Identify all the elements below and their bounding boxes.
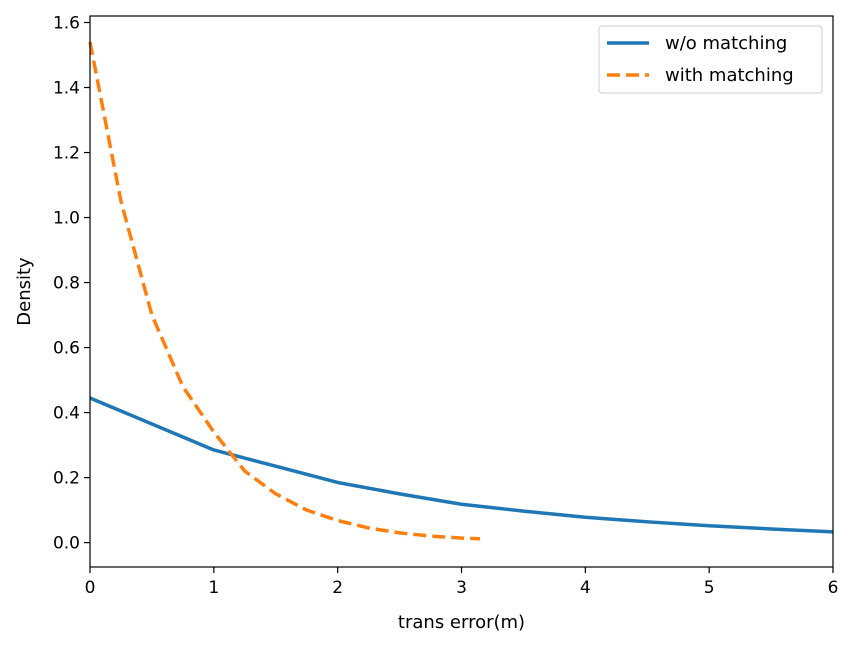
x-tick-label: 0 bbox=[85, 578, 96, 598]
x-tick-label: 5 bbox=[704, 578, 715, 598]
x-axis-label: trans error(m) bbox=[398, 612, 525, 633]
x-axis-ticks: 0 1 2 3 4 5 6 bbox=[85, 567, 839, 598]
x-tick-label: 2 bbox=[332, 578, 343, 598]
y-tick-label: 0.6 bbox=[53, 339, 80, 359]
x-tick-label: 3 bbox=[456, 578, 467, 598]
y-tick-label: 0.4 bbox=[53, 404, 80, 424]
y-tick-label: 1.0 bbox=[53, 209, 80, 229]
x-tick-label: 4 bbox=[580, 578, 591, 598]
series-line-2 bbox=[88, 41, 481, 541]
legend: w/o matching with matching bbox=[598, 25, 823, 94]
y-tick-label: 1.2 bbox=[53, 144, 80, 164]
y-tick-label: 0.8 bbox=[53, 274, 80, 294]
y-axis-label: Density bbox=[14, 257, 35, 326]
legend-label-1: w/o matching bbox=[665, 33, 787, 54]
x-tick-label: 6 bbox=[828, 578, 839, 598]
y-axis-ticks: 0.0 0.2 0.4 0.6 0.8 1.0 1.2 1.4 1.6 bbox=[53, 14, 90, 554]
legend-label-2: with matching bbox=[665, 65, 794, 86]
plot-frame bbox=[89, 15, 834, 568]
y-tick-label: 0.2 bbox=[53, 469, 80, 489]
y-tick-label: 1.4 bbox=[53, 79, 80, 99]
series-line-1 bbox=[89, 396, 834, 534]
y-tick-label: 0.0 bbox=[53, 534, 80, 554]
y-tick-label: 1.6 bbox=[53, 14, 80, 34]
x-tick-label: 1 bbox=[208, 578, 219, 598]
legend-box bbox=[598, 25, 823, 94]
plot-lines bbox=[88, 41, 834, 541]
